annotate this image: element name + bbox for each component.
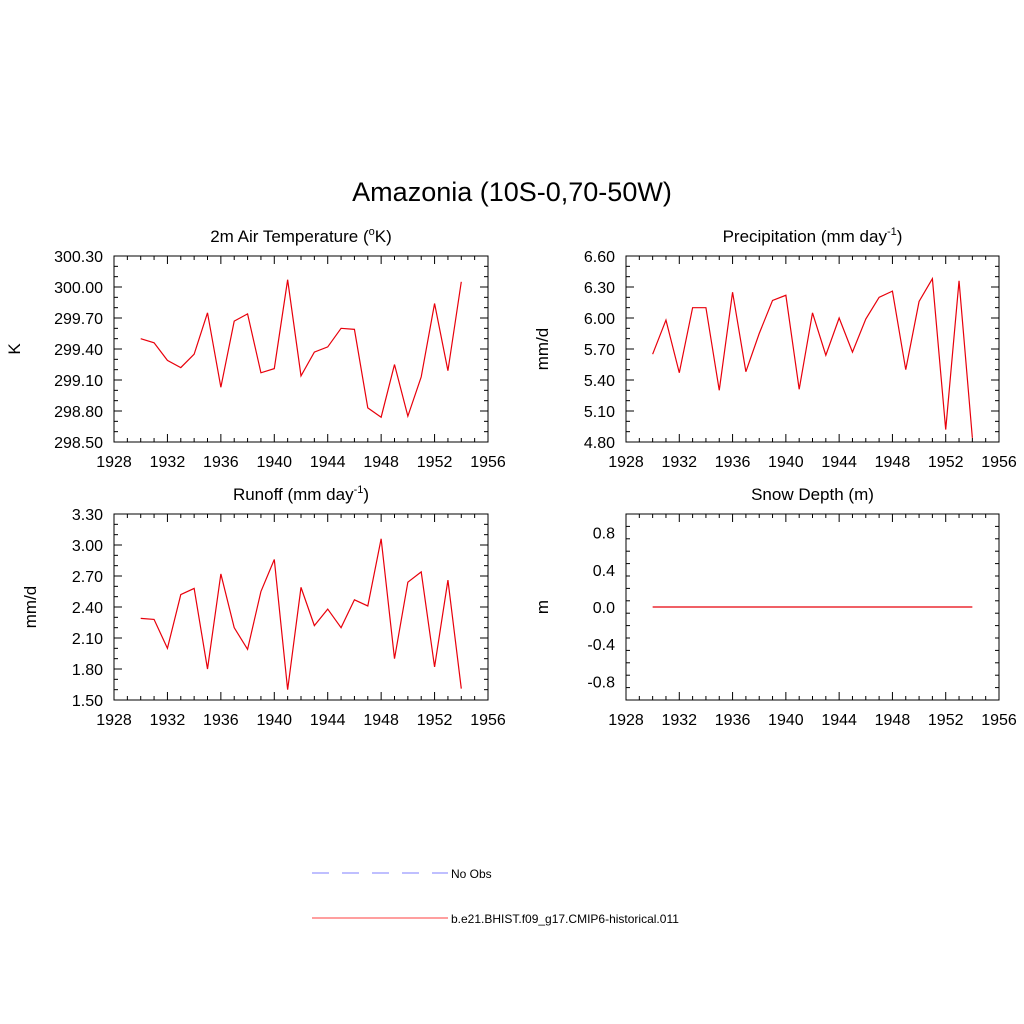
y-tick-label: 0.8: [593, 526, 615, 543]
y-tick-label: 2.10: [72, 631, 103, 648]
x-tick-label: 1932: [150, 712, 186, 729]
chart-panel-2: 1928 1932 1936 1940 1944 1948 1952 1956 6.60 6.30…: [533, 226, 1017, 471]
x-tick-label: 1948: [875, 712, 911, 729]
x-tick-label: 1932: [661, 712, 697, 729]
y-tick-label: -0.4: [587, 637, 615, 654]
x-tick-label: 1932: [150, 454, 186, 471]
panels-group: 1928 1932 1936 1940 1944 1948 1952 1956 300.30 30…: [5, 226, 1017, 729]
legend-label: No Obs: [451, 867, 492, 881]
y-tick-label: 1.80: [72, 662, 103, 679]
panel-title: Runoff (mm day-1): [233, 484, 369, 504]
x-tick-label: 1936: [715, 712, 751, 729]
y-tick-label: 6.30: [584, 280, 615, 297]
x-tick-label: 1928: [608, 454, 644, 471]
plot-frame: [625, 255, 1000, 443]
x-tick-label: 1944: [310, 454, 346, 471]
chart-panel-3: 1928 1932 1936 1940 1944 1948 1952 1956 3.30 3.00…: [21, 484, 506, 729]
x-tick-label: 1948: [875, 454, 911, 471]
x-tick-label: 1952: [417, 454, 453, 471]
y-tick-label: 0.4: [593, 563, 615, 580]
x-tick-label: 1928: [96, 712, 132, 729]
x-tick-label: 1936: [715, 454, 751, 471]
y-tick-label: 0.0: [593, 600, 615, 617]
legend: No Obs b.e21.BHIST.f09_g17.CMIP6-historic…: [312, 867, 679, 926]
y-tick-label: 3.00: [72, 538, 103, 555]
panel-title-main: Runoff (mm day: [233, 485, 354, 504]
panel-title-superscript: -1: [887, 226, 897, 238]
panel-title: Precipitation (mm day-1): [723, 226, 903, 246]
panel-title-superscript: -1: [354, 484, 364, 496]
panel-title-main: Precipitation (mm day: [723, 227, 888, 246]
y-tick-label: 6.60: [584, 249, 615, 266]
panel-title-end: ): [363, 485, 369, 504]
x-tick-label: 1932: [661, 454, 697, 471]
y-tick-label: 6.00: [584, 311, 615, 328]
plot-frame: [113, 513, 489, 701]
x-tick-label: 1948: [363, 454, 399, 471]
x-tick-label: 1956: [981, 712, 1017, 729]
x-tick-label: 1936: [203, 712, 239, 729]
x-tick-label: 1952: [417, 712, 453, 729]
x-tick-label: 1940: [768, 712, 804, 729]
y-tick-label: 3.30: [72, 507, 103, 524]
y-axis-label: mm/d: [533, 328, 552, 371]
panel-title-end: ): [897, 227, 903, 246]
x-tick-label: 1952: [928, 712, 964, 729]
figure-title: Amazonia (10S-0,70-50W): [352, 177, 672, 207]
y-axis-label: K: [5, 343, 24, 355]
y-tick-label: 1.50: [72, 693, 103, 710]
chart-panel-1: 1928 1932 1936 1940 1944 1948 1952 1956 300.30 30…: [5, 226, 506, 471]
panel-title: Snow Depth (m): [751, 485, 874, 504]
panel-title: 2m Air Temperature (oK): [210, 226, 392, 246]
x-tick-label: 1944: [821, 454, 857, 471]
panel-title-end: K): [375, 227, 392, 246]
y-axis-label: mm/d: [21, 586, 40, 629]
x-tick-label: 1940: [256, 454, 292, 471]
y-tick-label: 300.30: [54, 249, 103, 266]
x-tick-label: 1956: [981, 454, 1017, 471]
x-tick-label: 1952: [928, 454, 964, 471]
panel-title-superscript: o: [369, 226, 375, 238]
y-tick-label: -0.8: [587, 674, 615, 691]
y-tick-label: 299.40: [54, 342, 103, 359]
y-tick-label: 2.70: [72, 569, 103, 586]
panel-title-main: Snow Depth (m): [751, 485, 874, 504]
y-tick-label: 299.70: [54, 311, 103, 328]
x-tick-label: 1940: [768, 454, 804, 471]
x-tick-label: 1944: [821, 712, 857, 729]
y-tick-label: 298.80: [54, 404, 103, 421]
y-tick-label: 298.50: [54, 435, 103, 452]
chart-panel-4: 1928 1932 1936 1940 1944 1948 1952 1956 0.8 0.4 0.…: [533, 485, 1017, 729]
plot-frame: [113, 255, 489, 443]
x-tick-label: 1956: [470, 454, 506, 471]
x-tick-label: 1944: [310, 712, 346, 729]
x-tick-label: 1948: [363, 712, 399, 729]
x-tick-label: 1936: [203, 454, 239, 471]
series-line: [652, 276, 973, 438]
series-line: [140, 538, 462, 690]
legend-label: b.e21.BHIST.f09_g17.CMIP6-historical.011: [451, 912, 679, 926]
x-tick-label: 1940: [256, 712, 292, 729]
y-tick-label: 299.10: [54, 373, 103, 390]
y-tick-label: 5.40: [584, 373, 615, 390]
x-tick-label: 1928: [96, 454, 132, 471]
y-axis-label: m: [533, 600, 552, 614]
y-tick-label: 4.80: [584, 435, 615, 452]
y-tick-label: 300.00: [54, 280, 103, 297]
y-tick-label: 5.10: [584, 404, 615, 421]
y-tick-label: 5.70: [584, 342, 615, 359]
series-line: [140, 279, 462, 419]
panel-title-main: 2m Air Temperature (: [210, 227, 369, 246]
y-tick-label: 2.40: [72, 600, 103, 617]
x-tick-label: 1928: [608, 712, 644, 729]
x-tick-label: 1956: [470, 712, 506, 729]
